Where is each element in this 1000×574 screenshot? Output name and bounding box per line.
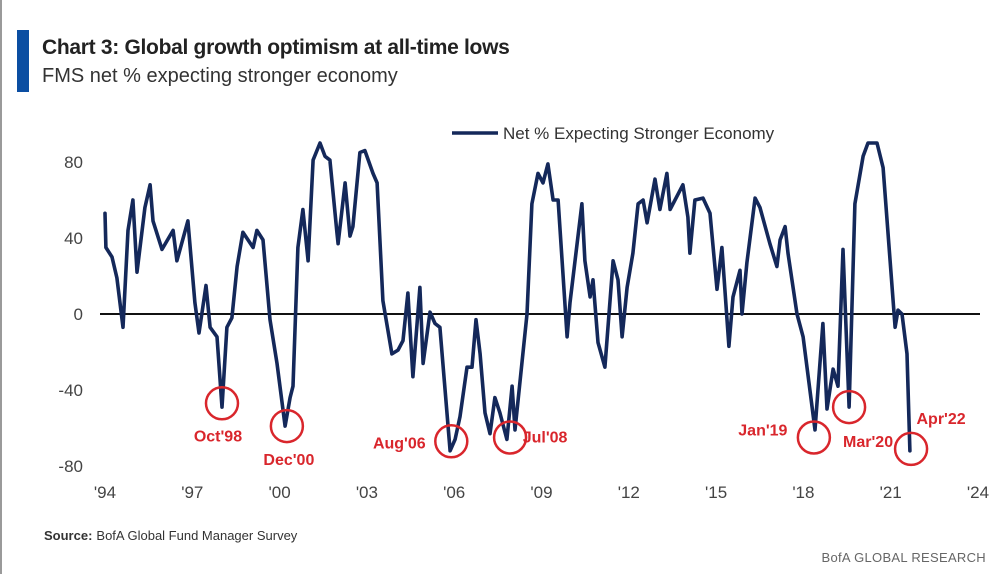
legend-label: Net % Expecting Stronger Economy [503,124,775,143]
x-tick-label: '03 [356,483,378,502]
annotation-label: Mar'20 [843,434,893,451]
chart-title: Chart 3: Global growth optimism at all-t… [42,36,510,59]
y-axis-ticks: 80 40 0 -40 -80 [58,153,83,476]
x-tick-label: '21 [880,483,902,502]
x-tick-label: '24 [967,483,989,502]
annotation-label: Dec'00 [263,452,314,469]
brand-footer: BofA GLOBAL RESEARCH [821,550,986,565]
annotation-circle [269,408,305,444]
annotation-label: Aug'06 [373,435,426,452]
annotation-circle [796,420,832,455]
title-accent-bar [17,30,29,92]
source-label: Source: [44,528,93,543]
y-tick-label: 0 [74,305,83,324]
legend: Net % Expecting Stronger Economy [452,124,775,143]
left-border [0,0,2,574]
x-tick-label: '09 [530,483,552,502]
x-tick-label: '18 [792,483,814,502]
source-note: Source: BofA Global Fund Manager Survey [44,528,297,543]
x-axis-ticks: '94 '97 '00 '03 '06 '09 '12 '15 '18 '21 '24 [94,483,989,502]
x-tick-label: '15 [705,483,727,502]
annotation-circle [893,431,929,467]
y-tick-label: 80 [64,153,83,172]
annotation-label: Apr'22 [916,411,965,428]
annotation-circle [492,420,528,455]
x-tick-label: '97 [181,483,203,502]
source-text: BofA Global Fund Manager Survey [96,528,298,543]
annotation-label: Oct'98 [194,428,242,445]
x-tick-label: '12 [618,483,640,502]
annotation-circle [204,386,240,421]
y-tick-label: -40 [58,381,83,400]
annotation-circle [434,424,469,459]
annotation-label: Jan'19 [738,423,787,440]
y-tick-label: 40 [64,229,83,248]
x-tick-label: '00 [269,483,291,502]
annotation-circle [831,389,867,425]
annotation-label: Jul'08 [523,430,568,447]
chart-subtitle: FMS net % expecting stronger economy [42,65,398,87]
annotations: Oct'98 Dec'00 Aug'06 Jul'08 Jan'19 Mar'20 Apr'… [194,386,966,469]
y-tick-label: -80 [58,457,83,476]
x-tick-label: '06 [443,483,465,502]
series-line [103,141,912,453]
x-tick-label: '94 [94,483,116,502]
